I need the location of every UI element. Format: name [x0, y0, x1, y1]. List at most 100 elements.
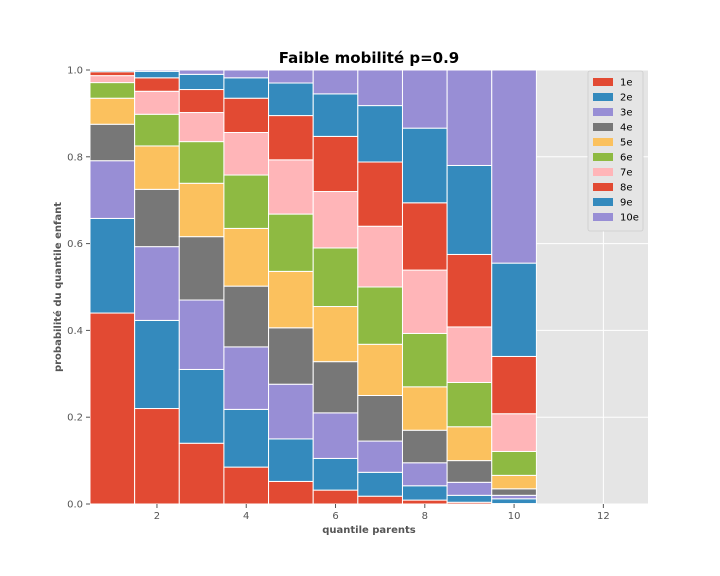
bar-segment-6e: [178, 141, 225, 184]
bar-segment-10e: [312, 69, 359, 95]
bar-segment-1e: [268, 480, 314, 505]
bar-segment-7e: [312, 191, 359, 249]
y-axis: 0.0 0.2 0.4 0.6 0.8 1.0: [67, 66, 90, 511]
legend-label: 7e: [620, 168, 633, 179]
bar-segment-7e: [178, 112, 225, 143]
bar-segment-2e: [223, 408, 270, 468]
bar-segment-3e: [178, 299, 225, 370]
bar-segment-6e: [223, 174, 270, 229]
bar-segment-5e: [491, 474, 537, 490]
bar-segment-8e: [268, 115, 314, 161]
bar-segment-2e: [357, 471, 403, 497]
bar-segment-2e: [134, 319, 180, 410]
y-tick-label: 0.8: [67, 152, 83, 163]
bar-segment-5e: [178, 182, 225, 238]
y-tick-label: 0.4: [67, 326, 83, 337]
x-tick-label: 2: [154, 511, 160, 522]
legend-label: 2e: [620, 93, 633, 104]
legend-swatch-5e: [593, 138, 613, 146]
bar-segment-5e: [134, 145, 180, 190]
bar-segment-7e: [268, 159, 314, 215]
bar-segment-7e: [89, 75, 136, 84]
bar-segment-7e: [134, 90, 180, 115]
bar-segment-9e: [268, 82, 314, 117]
x-axis: 2 4 6 8 10 12: [154, 504, 610, 522]
legend-swatch-8e: [593, 183, 613, 191]
bar-segment-1e: [223, 466, 270, 505]
bar-segment-8e: [401, 202, 448, 271]
bar-segment-10e: [178, 69, 225, 75]
legend-swatch-10e: [593, 213, 613, 221]
bar-segment-3e: [357, 440, 403, 473]
bar-segment-9e: [446, 164, 493, 255]
legend-label: 10e: [620, 213, 639, 224]
bar-segment-1e: [89, 312, 136, 505]
bar-segment-10e: [401, 69, 448, 129]
bar-segment-5e: [357, 343, 403, 396]
bar-segment-4e: [89, 123, 136, 162]
bar-segment-4e: [312, 361, 359, 414]
bar-segment-2e: [401, 485, 448, 501]
bar-segment-10e: [446, 69, 493, 166]
bar-segment-3e: [89, 160, 136, 219]
bar-segment-1e: [134, 408, 180, 505]
bar-segment-5e: [89, 97, 136, 125]
bar-segment-4e: [491, 488, 537, 496]
x-tick-label: 10: [508, 511, 521, 522]
bar-segment-8e: [134, 77, 180, 92]
bar-segment-4e: [357, 395, 403, 442]
legend-swatch-1e: [593, 78, 613, 86]
x-tick-label: 6: [332, 511, 338, 522]
bar-segment-9e: [357, 105, 403, 163]
bar-segment-1e: [357, 495, 403, 505]
legend-label: 6e: [620, 153, 633, 164]
bar-segment-6e: [89, 82, 136, 99]
bar-segment-1e: [401, 499, 448, 505]
bar-segment-8e: [178, 89, 225, 114]
bar-segment-2e: [312, 457, 359, 491]
bar-segment-6e: [357, 286, 403, 345]
bar-segment-7e: [401, 269, 448, 334]
legend-swatch-9e: [593, 198, 613, 206]
x-tick-label: 8: [422, 511, 428, 522]
bar-segment-8e: [312, 135, 359, 193]
bar-segment-3e: [446, 481, 493, 496]
bar-segment-1e: [178, 442, 225, 505]
bars: [89, 69, 537, 505]
bar-segment-3e: [401, 462, 448, 487]
bar-segment-6e: [312, 247, 359, 308]
bar-segment-1e: [312, 489, 359, 505]
bar-segment-5e: [446, 426, 493, 462]
bar-segment-7e: [491, 413, 537, 452]
bar-segment-10e: [268, 69, 314, 84]
bar-segment-2e: [491, 498, 537, 505]
bar-segment-5e: [268, 270, 314, 329]
bar-segment-3e: [268, 383, 314, 440]
legend-swatch-4e: [593, 123, 613, 131]
bar-segment-9e: [178, 73, 225, 91]
bar-segment-7e: [223, 131, 270, 176]
y-axis-label: probabilité du quantile enfant: [52, 202, 64, 372]
bar-segment-4e: [223, 285, 270, 348]
y-tick-label: 0.0: [67, 500, 83, 511]
legend-label: 9e: [620, 198, 633, 209]
bar-segment-4e: [446, 460, 493, 483]
bar-segment-10e: [134, 69, 180, 72]
bar-segment-6e: [401, 332, 448, 388]
bar-segment-8e: [89, 71, 136, 77]
bar-segment-2e: [89, 217, 136, 314]
bar-segment-4e: [134, 188, 180, 248]
bar-segment-10e: [357, 69, 403, 107]
bar-segment-4e: [401, 429, 448, 464]
bar-segment-7e: [357, 225, 403, 288]
bar-segment-2e: [268, 438, 314, 482]
x-axis-label: quantile parents: [322, 525, 416, 536]
bar-segment-8e: [223, 97, 270, 133]
bar-segment-10e: [223, 69, 270, 79]
bar-segment-6e: [446, 381, 493, 428]
bar-segment-6e: [491, 450, 537, 476]
bar-segment-8e: [357, 161, 403, 227]
bar-segment-2e: [178, 368, 225, 444]
bar-segment-4e: [178, 236, 225, 301]
bar-segment-6e: [268, 213, 314, 272]
